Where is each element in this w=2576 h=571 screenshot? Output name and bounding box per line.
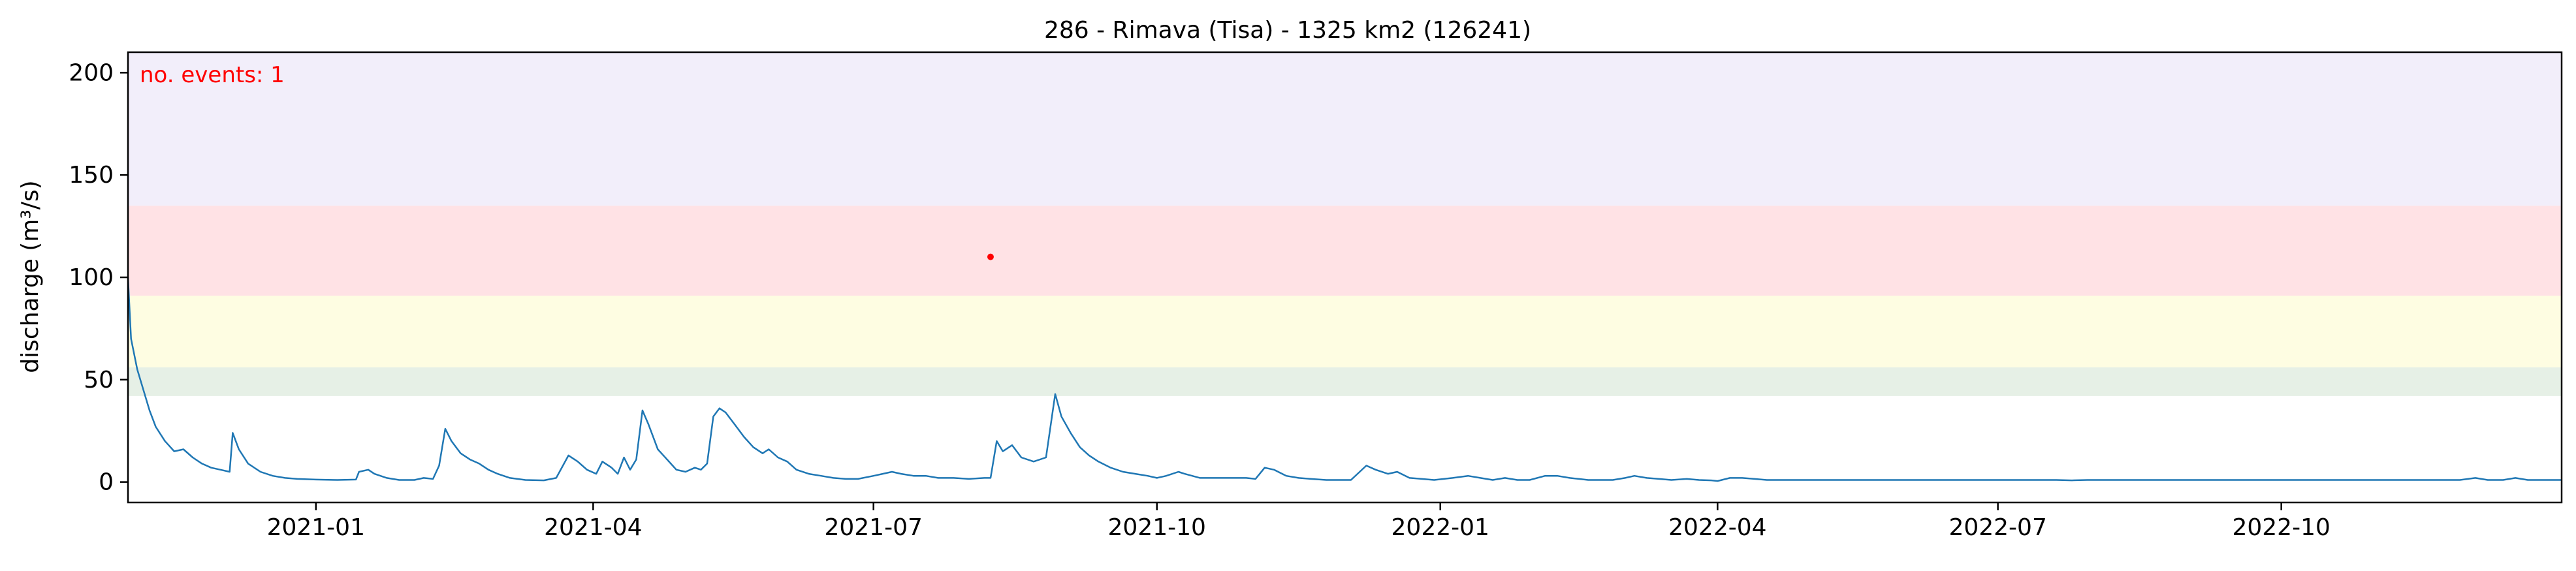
threshold-bands: [128, 52, 2562, 396]
discharge-series: [127, 277, 2562, 482]
threshold-band-3: [128, 52, 2562, 206]
chart-title: 286 - Rimava (Tisa) - 1325 km2 (126241): [1044, 17, 1531, 44]
threshold-band-1: [128, 296, 2562, 367]
x-axis-ticks: 2021-01 2021-04 2021-07 2021-10 2022-01 2022-…: [267, 502, 2330, 541]
series-line-0: [127, 277, 2562, 482]
event-markers: [987, 253, 994, 260]
x-tick-label-1: 2021-04: [544, 514, 642, 541]
y-tick-label-0: 0: [99, 469, 114, 496]
x-tick-label-7: 2022-10: [2232, 514, 2330, 541]
y-tick-label-100: 100: [69, 264, 114, 291]
x-tick-label-6: 2022-07: [1948, 514, 2046, 541]
y-tick-label-150: 150: [69, 162, 114, 189]
x-tick-label-4: 2022-01: [1391, 514, 1489, 541]
event-marker-0: [987, 253, 994, 260]
threshold-band-2: [128, 206, 2562, 296]
x-tick-label-5: 2022-04: [1668, 514, 1766, 541]
y-tick-label-200: 200: [69, 59, 114, 86]
threshold-band-0: [128, 367, 2562, 396]
x-tick-label-0: 2021-01: [267, 514, 365, 541]
y-axis-ticks: 0 50 100 150 200: [69, 59, 128, 496]
y-axis-label: discharge (m³/s): [17, 180, 44, 373]
y-tick-label-50: 50: [84, 367, 114, 394]
x-tick-label-3: 2021-10: [1108, 514, 1206, 541]
x-tick-label-2: 2021-07: [824, 514, 922, 541]
events-annotation: no. events: 1: [140, 62, 285, 88]
